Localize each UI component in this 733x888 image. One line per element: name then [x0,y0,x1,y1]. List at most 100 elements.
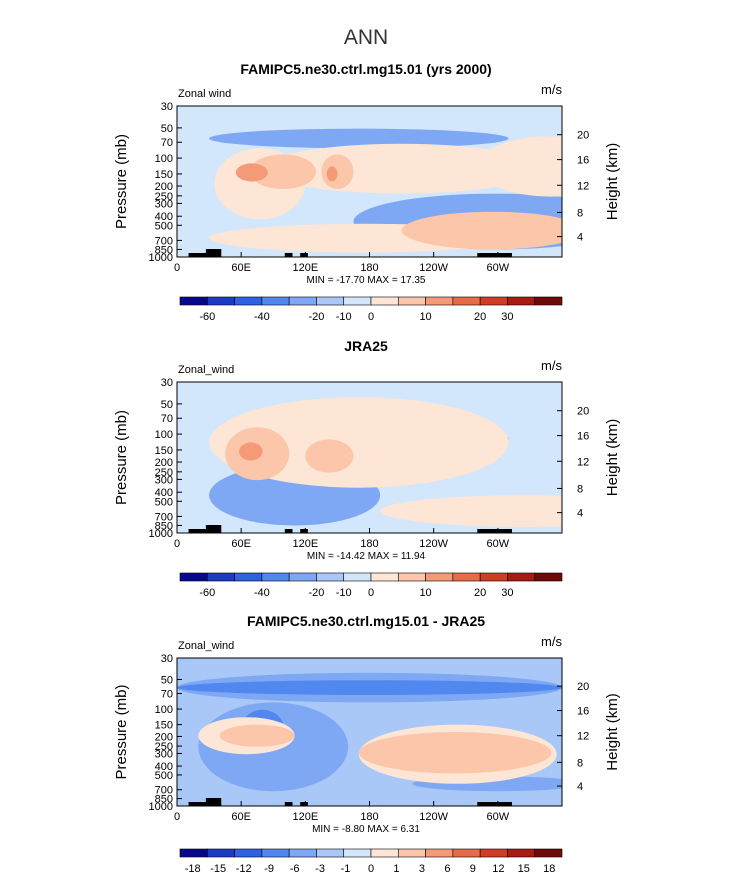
panel-title: FAMIPC5.ne30.ctrl.mg15.01 - JRA25 [247,613,485,629]
colorbar-label: -3 [315,863,325,875]
y-tick-label: 500 [155,220,173,232]
colorbar-swatch [425,572,454,582]
panel-title: FAMIPC5.ne30.ctrl.mg15.01 (yrs 2000) [240,61,491,77]
variable-label: Zonal_wind [178,364,234,376]
topography [284,529,293,533]
colorbar-swatch [534,572,563,582]
colorbar-swatch [370,848,399,858]
colorbar-swatch [261,848,290,858]
colorbar-swatch [288,572,317,582]
contour-level-20-region [235,163,268,182]
colorbar-swatch [397,572,426,582]
colorbar-swatch [234,572,263,582]
colorbar-swatch [343,848,372,858]
min-max-stats: MIN = -14.42 MAX = 11.94 [307,551,426,562]
colorbar-swatch [316,572,345,582]
topography [188,529,220,533]
y2-axis-label: Height (km) [604,419,621,497]
units-label: m/s [541,82,562,97]
colorbar-swatch [507,296,536,306]
colorbar-label: -9 [264,863,274,875]
y2-tick-label: 4 [577,781,583,793]
colorbar-swatch [206,848,235,858]
variable-label: Zonal wind [178,88,231,100]
x-tick-label: 180 [360,262,378,274]
x-tick-label: 120E [292,811,318,823]
y-tick-label: 850 [155,244,173,256]
colorbar-swatch [425,296,454,306]
y-tick-label: 700 [155,511,173,523]
colorbar-swatch [507,848,536,858]
colorbar-label: -20 [308,587,324,599]
y-tick-label: 1000 [149,801,173,813]
colorbar-swatch [425,848,454,858]
x-tick-label: 60W [487,262,510,274]
y-tick-label: 30 [161,101,173,113]
colorbar-swatch [452,848,481,858]
colorbar-label: -15 [210,863,226,875]
x-tick-label: 120W [419,538,448,550]
y-axis-label: Pressure (mb) [113,134,130,229]
contour-level-0-region [380,495,562,527]
colorbar-label: 12 [492,863,504,875]
topography [205,798,222,806]
y2-tick-label: 4 [577,508,583,520]
min-max-stats: MIN = -17.70 MAX = 17.35 [307,275,426,286]
colorbar-swatch [288,848,317,858]
y2-tick-label: 16 [577,155,589,167]
y-tick-label: 500 [155,770,173,782]
x-tick-label: 180 [360,811,378,823]
panel-3: FAMIPC5.ne30.ctrl.mg15.01 - JRA25 Zonal_w… [113,613,621,875]
y-tick-label: 100 [155,153,173,165]
colorbar-label: -40 [254,587,270,599]
colorbar-label: -18 [185,863,201,875]
topography [300,253,308,257]
colorbar-label: -20 [308,311,324,323]
colorbar: -60 -40 -20 -10 0 10 20 30 [179,296,563,323]
colorbar-label: -10 [336,311,352,323]
contour-level-10-region [249,154,317,190]
y-tick-label: 700 [155,785,173,797]
y2-tick-label: 20 [577,406,589,418]
panel-title: JRA25 [344,338,388,354]
colorbar-label: 30 [501,311,513,323]
contour-level-10-region [321,154,354,190]
y-tick-label: 250 [155,741,173,753]
colorbar-label: 0 [368,311,374,323]
topography [205,249,222,257]
colorbar-label: -40 [254,311,270,323]
y2-tick-label: 8 [577,757,583,769]
colorbar-label: 3 [419,863,425,875]
min-max-stats: MIN = -8.80 MAX = 6.31 [312,824,420,835]
y-tick-label: 30 [161,377,173,389]
units-label: m/s [541,634,562,649]
colorbar-swatch [370,296,399,306]
topography [188,253,220,257]
x-tick-label: 120E [292,538,318,550]
colorbar-label: 10 [419,311,431,323]
topography [477,529,512,533]
contour-level-neg10-region [209,128,509,149]
topography [300,802,308,806]
contour-level-10-region [401,211,562,250]
colorbar-label: -6 [290,863,300,875]
colorbar-label: 9 [470,863,476,875]
y-tick-label: 500 [155,496,173,508]
contour-level-10-region [305,439,354,473]
y-tick-label: 150 [155,720,173,732]
y-tick-label: 300 [155,198,173,210]
colorbar-swatch [452,296,481,306]
y-tick-label: 700 [155,235,173,247]
colorbar-label: 30 [501,587,513,599]
colorbar-label: 1 [393,863,399,875]
y-tick-label: 400 [155,487,173,499]
main-title: ANN [344,26,388,49]
contour-field [177,658,562,806]
colorbar-label: -60 [199,311,215,323]
colorbar-label: -60 [199,587,215,599]
colorbar-swatch [261,572,290,582]
y-tick-label: 850 [155,794,173,806]
y2-tick-label: 12 [577,731,589,743]
y-tick-label: 100 [155,429,173,441]
contour-level-20-region [239,442,263,461]
